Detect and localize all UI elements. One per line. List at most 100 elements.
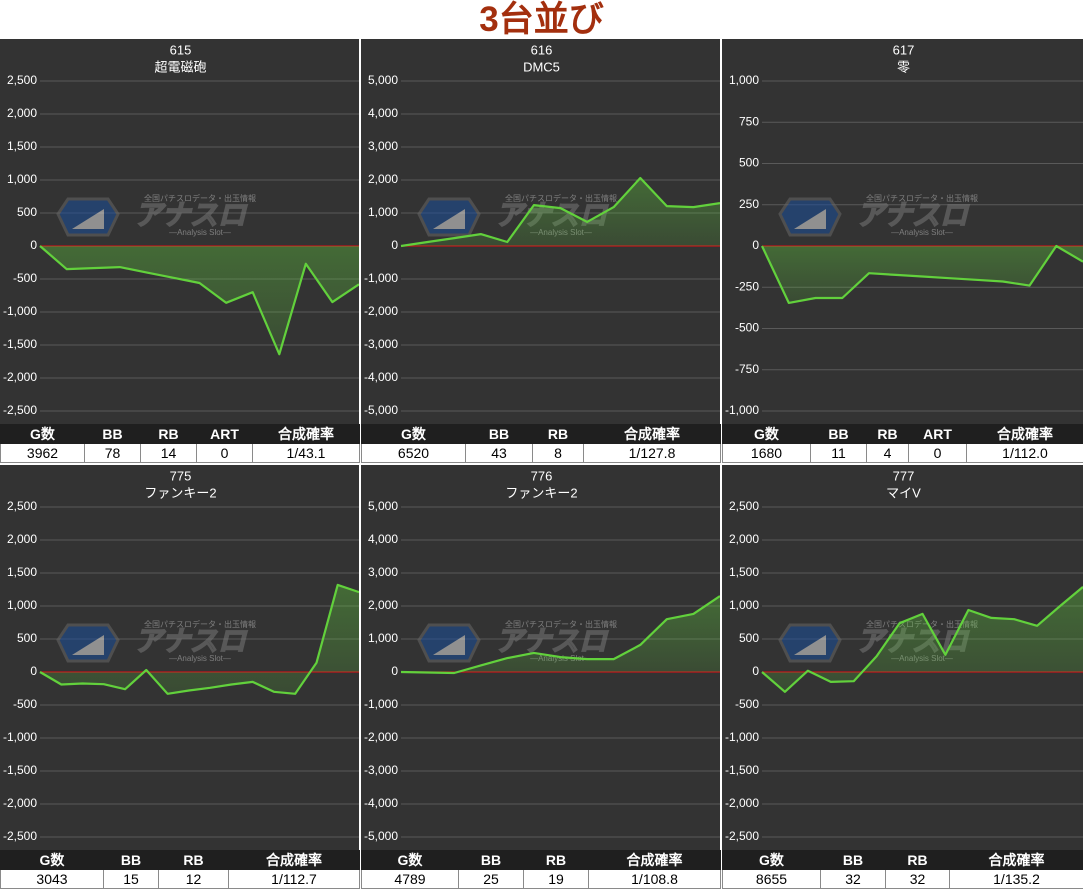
chart-title: 615 [170,42,192,57]
line [761,586,1083,693]
chart: 775 ファンキー2 -2,500 -2,000 -1,500 -1,000 -500 0 50… [0,465,359,850]
y-tick-label: 0 [391,664,398,678]
y-tick-label: 4,000 [368,106,398,120]
y-tick-label: -4,000 [364,370,398,384]
header-cell: RB [140,424,197,444]
y-tick-label: 5,000 [368,499,398,513]
chart-subtitle: DMC5 [523,59,560,74]
y-tick-label: -3,000 [364,763,398,777]
data-cell: 8 [532,443,584,463]
y-tick-label: 750 [739,114,759,128]
area [762,246,1083,303]
header-cell: BB [84,424,141,444]
header-cell: RB [158,850,229,870]
y-tick-label: 2,000 [729,532,759,546]
chart-title: 775 [170,468,192,483]
line [39,583,359,695]
chart: 616 DMC5 -5,000 -4,000 -3,000 -2,000 -1,000 0 1,… [361,39,720,424]
watermark-icon [778,623,842,663]
data-cell: 8655 [722,869,821,889]
area [762,586,1083,692]
chart-title: 776 [531,468,553,483]
area [401,596,720,673]
stats-table: G数 BB RB ART 合成確率 3962 78 14 0 1/43.1 [0,424,360,463]
chart: 615 超電磁砲 -2,500 -2,000 -1,500 -1,000 -500 0 500 1… [0,39,359,424]
data-cell: 12 [158,869,229,889]
y-tick-label: -1,500 [3,337,37,351]
y-tick-label: 3,000 [368,139,398,153]
header-cell: RB [885,850,950,870]
y-tick-label: -1,000 [3,730,37,744]
y-tick-label: 3,000 [368,565,398,579]
y-tick-label: 1,500 [729,565,759,579]
watermark-icon [56,623,120,663]
y-tick-label: -2,000 [364,730,398,744]
stats-table: G数 BB RB ART 合成確率 1680 11 4 0 1/112.0 [722,424,1083,463]
watermark-sub: —Analysis Slot— [169,654,231,663]
header-cell: BB [810,424,867,444]
y-tick-label: 2,000 [368,598,398,612]
y-tick-label: 2,000 [7,532,37,546]
chart: 776 ファンキー2 -5,000 -4,000 -3,000 -2,000 -1,000 0… [361,465,720,850]
y-tick-label: 2,500 [7,499,37,513]
y-tick-label: 0 [30,238,37,252]
header-cell: 合成確率 [252,424,360,444]
y-tick-label: -4,000 [364,796,398,810]
data-cell: 1/43.1 [252,443,360,463]
watermark-tagline: 全国パチスロデータ・出玉情報 [505,619,617,629]
header-cell: G数 [361,424,466,444]
chart-title: 617 [893,42,915,57]
stats-table: G数 BB RB 合成確率 6520 43 8 1/127.8 [361,424,721,463]
header-cell: ART [196,424,253,444]
area [40,246,359,355]
chart-subtitle: ファンキー2 [144,485,216,500]
y-tick-label: -5,000 [364,829,398,843]
y-tick-label: 1,000 [7,598,37,612]
header-cell: RB [523,850,589,870]
panel: 617 零 -1,000 -750 -500 -250 0 250 500 750 1,000 全国パ… [722,39,1083,463]
header-cell: 合成確率 [966,424,1083,444]
header-cell: BB [820,850,886,870]
data-cell: 3043 [0,869,104,889]
header-cell: BB [458,850,524,870]
y-tick-label: 0 [391,238,398,252]
data-cell: 1/112.7 [228,869,360,889]
y-tick-label: 1,000 [729,598,759,612]
panel: 616 DMC5 -5,000 -4,000 -3,000 -2,000 -1,000 0 1,… [361,39,721,463]
y-tick-label: 500 [17,205,37,219]
watermark-logo: アナスロ [134,625,247,656]
data-cell: 78 [84,443,141,463]
chart-subtitle: 超電磁砲 [154,59,206,74]
line [761,244,1083,304]
watermark-tagline: 全国パチスロデータ・出玉情報 [144,193,256,203]
header-row: G数 BB RB ART 合成確率 [0,424,360,444]
data-row: 1680 11 4 0 1/112.0 [722,443,1083,463]
header-cell: G数 [722,850,821,870]
watermark-icon [417,623,481,663]
chart-subtitle: 零 [897,59,910,74]
data-row: 4789 25 19 1/108.8 [361,869,721,889]
watermark-icon [56,197,120,237]
y-tick-label: -1,000 [364,271,398,285]
data-cell: 6520 [361,443,466,463]
y-tick-label: -2,000 [364,304,398,318]
y-tick-label: -2,500 [3,403,37,417]
header-cell: RB [866,424,909,444]
data-cell: 4789 [361,869,459,889]
page-title: 3台並び [479,0,604,39]
data-cell: 32 [885,869,950,889]
header-cell: 合成確率 [583,424,721,444]
y-tick-label: -500 [735,321,759,335]
y-tick-label: 2,000 [7,106,37,120]
data-cell: 14 [140,443,197,463]
data-cell: 1/135.2 [949,869,1083,889]
header-cell: G数 [722,424,811,444]
header-cell: G数 [361,850,459,870]
y-tick-label: -1,000 [364,697,398,711]
header-row: G数 BB RB 合成確率 [361,424,721,444]
y-tick-label: 250 [739,197,759,211]
